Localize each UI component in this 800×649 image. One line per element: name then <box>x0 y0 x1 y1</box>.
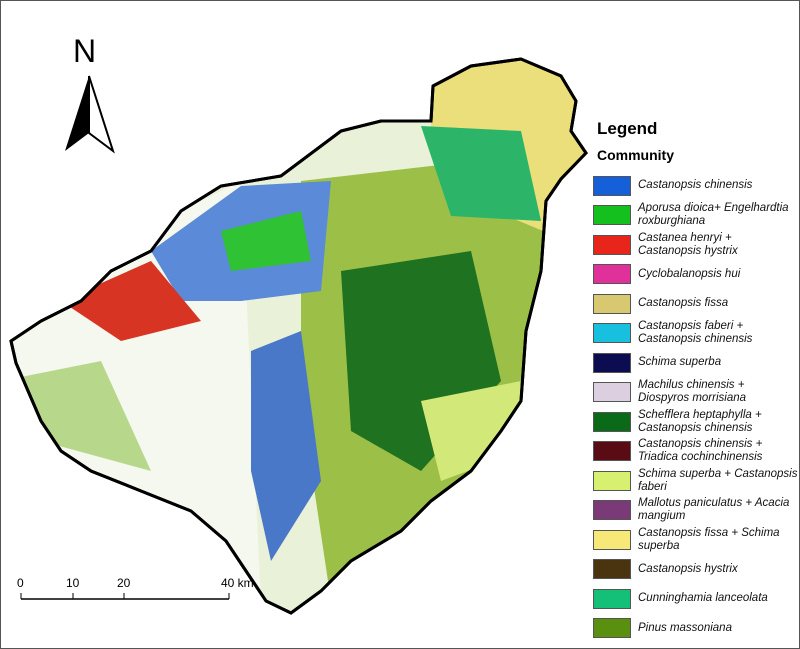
legend-swatch <box>593 264 631 285</box>
legend-label: Pinus massoniana <box>638 621 732 634</box>
legend-item: Aporusa dioica+ Engelhardtia roxburghian… <box>593 201 798 231</box>
legend-swatch <box>593 529 631 550</box>
legend-item: Castanopsis chinensis + Triadica cochinc… <box>593 437 798 467</box>
legend-label: Cunninghamia lanceolata <box>638 592 768 605</box>
legend-swatch <box>593 352 631 373</box>
legend-label: Castanopsis fissa <box>638 297 729 310</box>
legend-label: Castanopsis faberi + Castanopsis chinens… <box>638 320 753 346</box>
legend-label: Schima superba + Castanopsis faberi <box>638 467 798 493</box>
legend-label: Castanopsis chinensis <box>638 179 753 192</box>
legend-item: Schima superba + Castanopsis faberi <box>593 466 798 496</box>
scale-tick-label: 40 km <box>221 576 254 590</box>
legend-item: Mallotus paniculatus + Acacia mangium <box>593 496 798 526</box>
legend-swatch <box>593 323 631 344</box>
north-label: N <box>73 33 97 69</box>
legend-item: Cunninghamia lanceolata <box>593 584 798 614</box>
legend-swatch <box>593 234 631 255</box>
legend-label: Castanea henryi + Castanopsis hystrix <box>638 231 738 257</box>
legend-swatch <box>593 411 631 432</box>
legend-label: Castanopsis chinensis + Triadica cochinc… <box>638 438 763 464</box>
legend-swatch <box>593 500 631 521</box>
scale-tick-label: 10 <box>66 576 80 590</box>
boundary-line <box>9 57 588 615</box>
legend-swatch <box>593 205 631 226</box>
scale-tick-label: 20 <box>117 576 131 590</box>
legend-item: Castanopsis chinensis <box>593 171 798 201</box>
scale-tick-label: 0 <box>17 576 24 590</box>
legend-swatch <box>593 470 631 491</box>
legend-swatch <box>593 382 631 403</box>
legend-swatch <box>593 618 631 639</box>
legend-item: Castanopsis fissa + Schima superba <box>593 525 798 555</box>
legend-item: Castanopsis faberi + Castanopsis chinens… <box>593 319 798 349</box>
legend-swatch <box>593 559 631 580</box>
legend-item: Machilus chinensis + Diospyros morrisian… <box>593 378 798 408</box>
legend-label: Schima superba <box>638 356 722 369</box>
north-arrow-icon <box>65 75 115 154</box>
legend-title: Legend <box>597 119 658 138</box>
legend-label: Machilus chinensis + Diospyros morrisian… <box>638 379 747 405</box>
legend-swatch <box>593 588 631 609</box>
legend-swatch <box>593 441 631 462</box>
vegetation-map <box>9 57 588 615</box>
legend-item: Castanopsis hystrix <box>593 555 798 585</box>
legend-label: Castanopsis fissa + Schima superba <box>638 526 780 552</box>
legend-swatch <box>593 293 631 314</box>
scale-bar <box>20 593 230 600</box>
legend-label: Castanopsis hystrix <box>638 562 738 575</box>
legend-swatch <box>593 175 631 196</box>
legend-item: Pinus massoniana <box>593 614 798 644</box>
legend-item: Schima superba <box>593 348 798 378</box>
legend-item: Castanopsis fissa <box>593 289 798 319</box>
legend: Legend Community Castanopsis chinensis Ap… <box>593 119 798 643</box>
legend-label: Cyclobalanopsis hui <box>638 267 741 280</box>
legend-label: Schefflera heptaphylla + Castanopsis chi… <box>638 408 762 434</box>
legend-label: Aporusa dioica+ Engelhardtia roxburghian… <box>638 202 789 228</box>
legend-subtitle: Community <box>597 147 674 163</box>
legend-label: Mallotus paniculatus + Acacia mangium <box>638 497 790 523</box>
legend-item: Castanea henryi + Castanopsis hystrix <box>593 230 798 260</box>
legend-item: Cyclobalanopsis hui <box>593 260 798 290</box>
legend-item: Schefflera heptaphylla + Castanopsis chi… <box>593 407 798 437</box>
